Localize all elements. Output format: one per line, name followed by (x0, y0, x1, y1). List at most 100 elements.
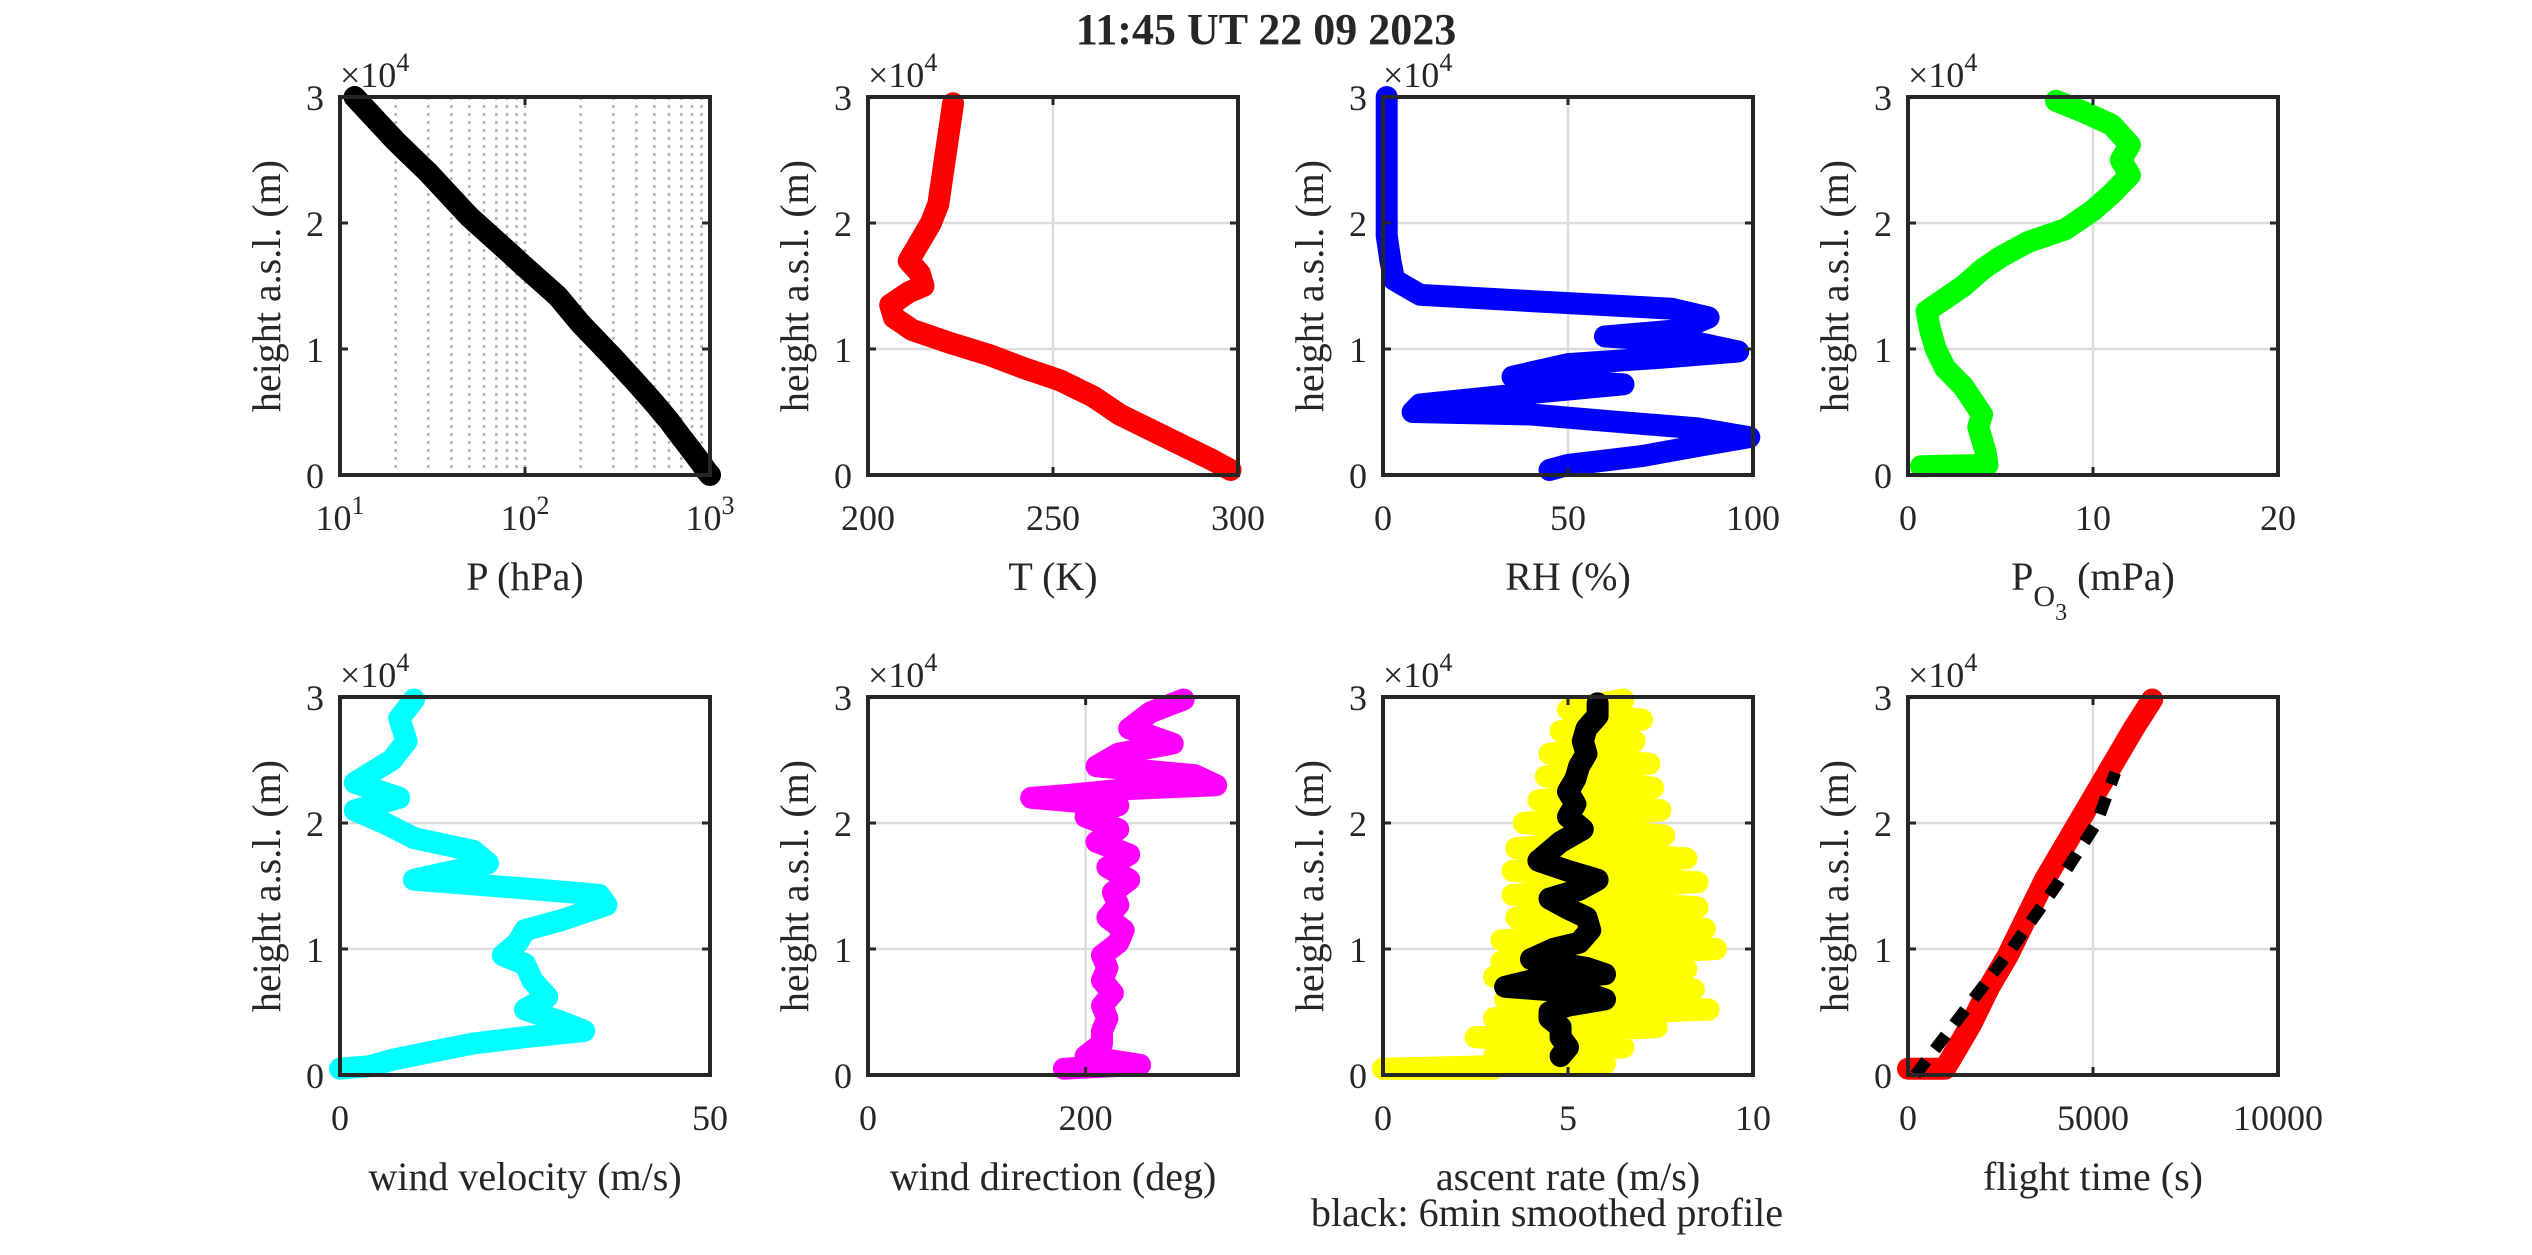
y-multiplier: ×104 (1908, 48, 1977, 95)
y-tick-label: 3 (834, 678, 852, 718)
y-axis-label: height a.s.l. (m) (244, 760, 289, 1012)
x-tick-label: 50 (692, 1098, 728, 1138)
x-tick-label: 200 (1059, 1098, 1113, 1138)
y-tick-label: 1 (834, 330, 852, 370)
x-tick-label: 10000 (2233, 1098, 2323, 1138)
y-multiplier: ×104 (1383, 48, 1452, 95)
y-tick-label: 0 (834, 1056, 852, 1096)
series-1-trace (343, 86, 721, 486)
x-tick-label: 0 (859, 1098, 877, 1138)
series-1-trace (1372, 688, 1727, 1080)
y-tick-label: 1 (306, 930, 324, 970)
figure-footnote: black: 6min smoothed profile (1311, 1190, 1783, 1235)
y-axis-label: height a.s.l. (m) (1287, 760, 1332, 1012)
y-tick-label: 2 (306, 804, 324, 844)
x-tick-label: 5000 (2057, 1098, 2129, 1138)
x-tick-label: 20 (2260, 498, 2296, 538)
y-tick-label: 0 (1874, 456, 1892, 496)
x-tick-label: 50 (1550, 498, 1586, 538)
y-tick-label: 2 (834, 204, 852, 244)
panel-5: 0 50 0 1 2 3 ×104 height a.s.l. (m) wind velocit… (244, 648, 728, 1199)
y-tick-label: 2 (1874, 804, 1892, 844)
panel-7: 0 5 10 0 1 2 3 ×104 height a.s.l. (m) ascent rate… (1287, 648, 1771, 1199)
x-axis-label: wind velocity (m/s) (368, 1154, 681, 1199)
y-multiplier: ×104 (868, 48, 937, 95)
x-tick-label: 5 (1559, 1098, 1577, 1138)
x-axis-label: P (hPa) (466, 554, 583, 599)
y-tick-label: 0 (834, 456, 852, 496)
y-tick-label: 1 (1874, 330, 1892, 370)
panel-3: 0 50 100 0 1 2 3 ×104 height a.s.l. (m) RH (%) (1287, 48, 1780, 599)
y-tick-label: 0 (306, 456, 324, 496)
y-multiplier: ×104 (868, 648, 937, 695)
x-tick-label: 0 (331, 1098, 349, 1138)
y-tick-label: 0 (1349, 1056, 1367, 1096)
panel-6: 0 200 0 1 2 3 ×104 height a.s.l. (m) wind direct… (772, 648, 1240, 1199)
x-tick-label: 300 (1211, 498, 1265, 538)
y-tick-label: 2 (834, 804, 852, 844)
panel-4: 0 10 20 0 1 2 3 ×104 height a.s.l. (m) PO3 (mPa) (1812, 48, 2296, 626)
y-tick-label: 3 (1349, 678, 1367, 718)
x-axis-label: flight time (s) (1983, 1154, 2203, 1199)
y-axis-label: height a.s.l. (m) (772, 160, 817, 412)
series-1-trace (1910, 89, 2141, 478)
x-tick-label: 102 (501, 491, 550, 538)
x-tick-label: 0 (1374, 498, 1392, 538)
series-1-trace (1897, 688, 2164, 1080)
y-tick-label: 0 (1349, 456, 1367, 496)
y-multiplier: ×104 (1383, 648, 1452, 695)
panel-1: 101 102 103 0 1 2 3 ×104 height a.s.l. (m) P (hPa… (244, 48, 735, 599)
y-tick-label: 3 (1874, 678, 1892, 718)
y-tick-label: 1 (834, 930, 852, 970)
y-tick-label: 1 (1349, 930, 1367, 970)
y-tick-label: 0 (306, 1056, 324, 1096)
axes-box (338, 695, 712, 1077)
panel-2: 200 250 300 0 1 2 3 ×104 height a.s.l. (m) T (K) (772, 48, 1265, 599)
y-tick-label: 3 (1874, 78, 1892, 118)
x-tick-label: 10 (1735, 1098, 1771, 1138)
x-tick-label: 250 (1026, 498, 1080, 538)
x-tick-label: 100 (1726, 498, 1780, 538)
series-1-trace (1020, 688, 1228, 1080)
panel-8: 0 5000 10000 0 1 2 3 ×104 height a.s.l. (m) fligh… (1812, 648, 2323, 1199)
y-tick-label: 3 (834, 78, 852, 118)
x-tick-label: 101 (316, 491, 365, 538)
y-tick-label: 0 (1874, 1056, 1892, 1096)
series-2-trace (1494, 692, 1616, 1068)
x-axis-label: ascent rate (m/s) (1436, 1154, 1700, 1199)
x-tick-label: 103 (686, 491, 735, 538)
y-multiplier: ×104 (340, 648, 409, 695)
y-axis-label: height a.s.l. (m) (772, 760, 817, 1012)
axes-box (866, 695, 1240, 1077)
x-tick-label: 0 (1899, 498, 1917, 538)
x-axis-label: RH (%) (1505, 554, 1631, 599)
x-tick-label: 0 (1374, 1098, 1392, 1138)
y-axis-label: height a.s.l. (m) (1812, 760, 1857, 1012)
series-2-trace (1910, 770, 2121, 1079)
series-1-trace (879, 92, 1242, 481)
grid (868, 697, 1238, 1075)
y-tick-label: 2 (1874, 204, 1892, 244)
y-tick-label: 3 (1349, 78, 1367, 118)
y-axis-label: height a.s.l. (m) (1287, 160, 1332, 412)
figure-title: 11:45 UT 22 09 2023 (1076, 5, 1457, 54)
x-tick-label: 200 (841, 498, 895, 538)
y-axis-label: height a.s.l. (m) (1812, 160, 1857, 412)
x-tick-label: 10 (2075, 498, 2111, 538)
x-axis-label: PO3 (mPa) (2011, 554, 2175, 626)
y-tick-label: 1 (1349, 330, 1367, 370)
y-tick-label: 1 (1874, 930, 1892, 970)
y-tick-label: 1 (306, 330, 324, 370)
y-tick-label: 3 (306, 78, 324, 118)
series-1-trace (329, 688, 618, 1080)
series-1-trace (1375, 86, 1761, 481)
x-axis-label: T (K) (1008, 554, 1097, 599)
y-tick-label: 2 (1349, 204, 1367, 244)
y-tick-label: 2 (1349, 804, 1367, 844)
y-axis-label: height a.s.l. (m) (244, 160, 289, 412)
x-axis-label: wind direction (deg) (890, 1154, 1217, 1199)
x-tick-label: 0 (1899, 1098, 1917, 1138)
y-multiplier: ×104 (340, 48, 409, 95)
y-multiplier: ×104 (1908, 648, 1977, 695)
